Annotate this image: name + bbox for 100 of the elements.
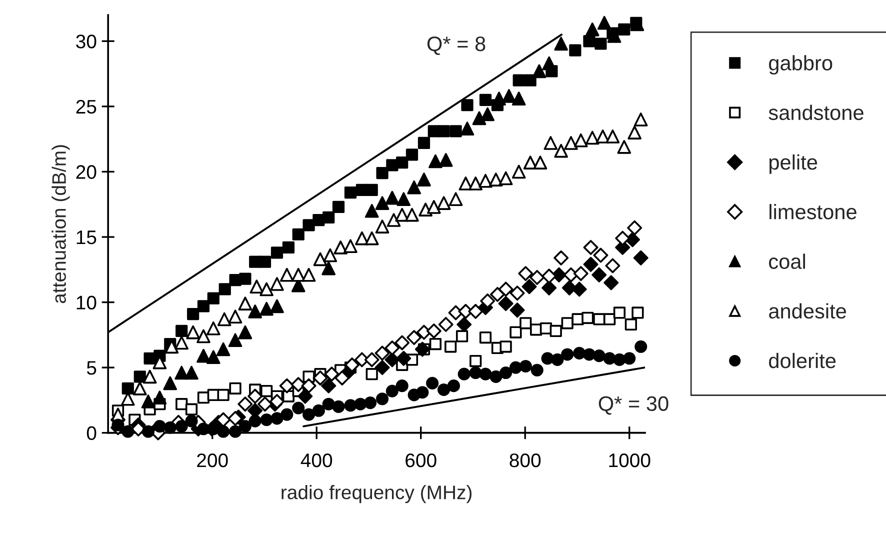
point (438, 383, 450, 396)
annotation: Q* = 8 (427, 36, 486, 55)
point (216, 342, 230, 356)
point (375, 220, 390, 234)
point (615, 230, 630, 246)
point (502, 89, 516, 103)
point (554, 250, 569, 266)
x-tick-label: 1000 (609, 453, 650, 468)
point (417, 172, 431, 186)
point (512, 74, 525, 86)
point (187, 308, 200, 320)
point (574, 133, 588, 148)
point (164, 421, 176, 434)
point (250, 280, 264, 294)
point (184, 366, 198, 380)
point (447, 380, 460, 392)
point (520, 317, 532, 330)
point (238, 396, 253, 412)
point (260, 413, 273, 426)
point (532, 64, 546, 78)
point (518, 266, 534, 282)
point (270, 246, 284, 259)
point (606, 130, 620, 144)
point (229, 425, 242, 438)
point (444, 340, 457, 353)
point (332, 200, 345, 214)
point (634, 340, 648, 353)
point (258, 256, 272, 268)
point (312, 370, 328, 386)
point (564, 136, 578, 150)
point (163, 376, 178, 390)
point (280, 268, 294, 282)
point (132, 382, 147, 396)
point (604, 313, 616, 326)
point (375, 196, 390, 210)
point (228, 333, 242, 348)
legend-label: dolerite (769, 352, 836, 368)
point (593, 248, 608, 263)
legend-label: sandstone (768, 104, 864, 120)
point (480, 293, 496, 308)
point (386, 213, 401, 227)
point (605, 258, 620, 274)
point (429, 338, 442, 350)
point (510, 286, 525, 301)
point (238, 420, 252, 433)
point (469, 366, 482, 380)
point (260, 384, 273, 398)
point (153, 420, 166, 433)
point (302, 268, 316, 282)
point (478, 174, 492, 188)
point (512, 92, 526, 106)
point (217, 388, 230, 402)
point (290, 377, 306, 392)
point (321, 378, 336, 394)
point (364, 352, 380, 368)
point (468, 304, 484, 319)
y-tick-label: 10 (76, 296, 96, 310)
point (239, 272, 252, 285)
point (628, 126, 642, 140)
point (597, 16, 612, 30)
point (592, 267, 607, 282)
point (573, 346, 586, 360)
point (260, 302, 274, 316)
y-tick-label: 30 (76, 34, 96, 48)
point (324, 366, 340, 382)
point (355, 231, 369, 246)
point (500, 340, 512, 353)
point (228, 310, 242, 324)
legend-label: andesite (769, 303, 846, 319)
point (216, 412, 231, 428)
point (604, 275, 619, 290)
point (197, 300, 210, 312)
point (374, 346, 390, 361)
point (394, 335, 410, 350)
point (461, 99, 474, 112)
point (569, 44, 582, 56)
point (206, 321, 220, 336)
point (498, 296, 514, 312)
point (122, 425, 134, 438)
point (542, 280, 557, 296)
point (322, 261, 336, 276)
point (592, 350, 606, 362)
point (313, 252, 328, 266)
point (585, 22, 600, 36)
point (450, 125, 462, 138)
point (498, 282, 514, 297)
point (426, 323, 442, 338)
point (438, 153, 453, 167)
point (354, 398, 367, 410)
point (376, 166, 388, 180)
point (551, 353, 564, 366)
point (270, 277, 284, 291)
legend-label: pelite (770, 154, 818, 174)
point (258, 396, 272, 412)
point (438, 125, 450, 138)
point (142, 425, 155, 438)
point (533, 156, 548, 170)
point (582, 348, 596, 361)
point (238, 296, 252, 310)
point (185, 414, 198, 428)
